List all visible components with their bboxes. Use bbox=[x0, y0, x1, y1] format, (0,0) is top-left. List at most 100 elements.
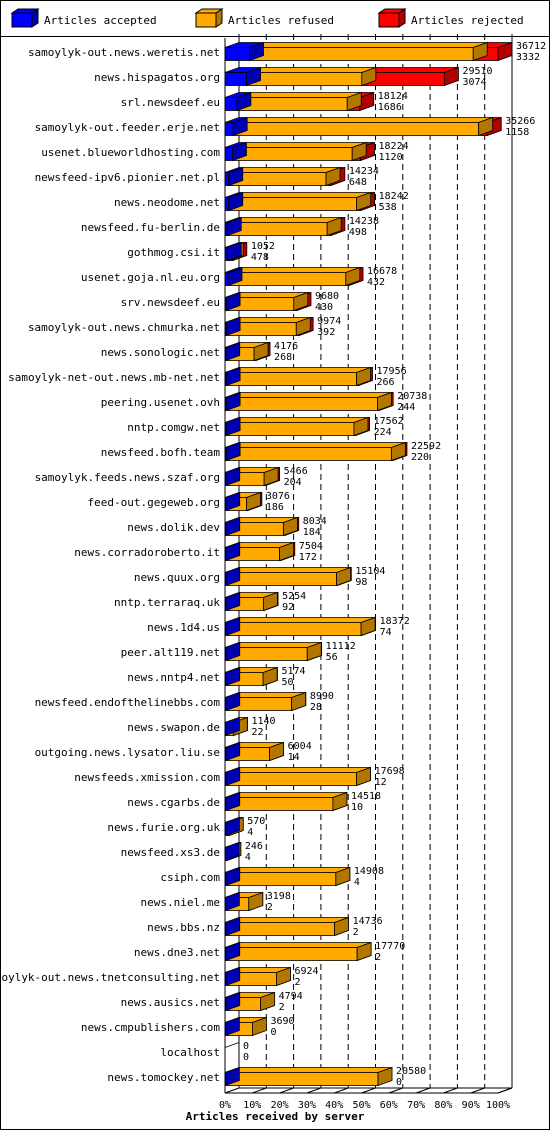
bar-refused-front bbox=[225, 572, 337, 586]
bar-accepted-side bbox=[225, 866, 241, 887]
x-tick bbox=[306, 1087, 322, 1094]
total-label: 14736 bbox=[353, 916, 383, 927]
total-label: 35266 bbox=[505, 116, 535, 127]
total-label: 5254 bbox=[282, 591, 306, 602]
bar-accepted-side bbox=[228, 166, 244, 187]
x-tick bbox=[470, 1087, 485, 1094]
bar-refused-side bbox=[293, 291, 309, 312]
bar-refused-side bbox=[263, 466, 279, 487]
x-tick bbox=[497, 1087, 513, 1094]
legend-swatch-front bbox=[195, 12, 217, 28]
bar-refused-top bbox=[227, 267, 360, 273]
category-label: news.nntp4.net bbox=[127, 671, 220, 684]
bar-refused-side bbox=[377, 1066, 393, 1087]
bar-refused-front bbox=[232, 122, 480, 136]
bar-accepted-side bbox=[226, 216, 242, 237]
category-label: news.niel.me bbox=[141, 896, 220, 909]
total-label: 18242 bbox=[379, 191, 409, 202]
rejected-count-label: 3332 bbox=[516, 52, 540, 63]
bar-refused-front bbox=[228, 172, 327, 186]
bar-accepted-side bbox=[225, 316, 241, 337]
rejected-count-label: 22 bbox=[251, 727, 263, 738]
category-label: news.furie.org.uk bbox=[107, 821, 220, 834]
total-label: 0 bbox=[243, 1041, 249, 1052]
x-tick-label: 10% bbox=[243, 1100, 261, 1111]
legend-label: Articles rejected bbox=[411, 14, 524, 27]
rejected-count-label: 430 bbox=[315, 302, 333, 313]
rejected-count-label: 50 bbox=[281, 677, 293, 688]
rejected-count-label: 56 bbox=[326, 652, 338, 663]
legend-swatch-side bbox=[215, 8, 223, 28]
bar-accepted-side bbox=[225, 391, 241, 412]
rejected-count-label: 2 bbox=[294, 977, 300, 988]
bar-accepted-front bbox=[224, 272, 229, 286]
x-tick-label: 0% bbox=[219, 1100, 231, 1111]
bar-accepted-side bbox=[225, 641, 241, 662]
total-label: 14908 bbox=[354, 866, 384, 877]
category-label: news.cgarbs.de bbox=[127, 796, 220, 809]
rejected-count-label: 186 bbox=[266, 502, 284, 513]
bar-accepted-side bbox=[225, 966, 241, 987]
bar-accepted-front bbox=[224, 172, 230, 186]
x-tick-label: 50% bbox=[352, 1100, 370, 1111]
x-tick bbox=[415, 1087, 431, 1094]
total-label: 15104 bbox=[355, 566, 385, 577]
bar-refused-top bbox=[225, 567, 351, 573]
bar-refused-front bbox=[246, 72, 363, 86]
bar-refused-top bbox=[225, 867, 350, 873]
bar-accepted-front bbox=[224, 122, 234, 136]
category-label: newsfeed.endofthelinebbs.com bbox=[35, 696, 221, 709]
bar-refused-front bbox=[225, 947, 358, 961]
category-label: news.1d4.us bbox=[147, 621, 220, 634]
bar-refused-side bbox=[262, 591, 278, 612]
bar-accepted-side bbox=[225, 991, 241, 1012]
bar-refused-side bbox=[248, 891, 264, 912]
bar-accepted-side bbox=[225, 616, 241, 637]
bar-accepted-side bbox=[249, 41, 264, 62]
total-label: 5174 bbox=[281, 666, 305, 677]
total-label: 570 bbox=[247, 816, 265, 827]
bar-accepted-side bbox=[225, 941, 241, 962]
bar-accepted-side bbox=[225, 566, 241, 587]
legend-swatch-side bbox=[398, 8, 406, 28]
total-label: 4794 bbox=[279, 991, 303, 1002]
bar-refused-front bbox=[228, 197, 358, 211]
category-label: news.bbs.nz bbox=[147, 921, 220, 934]
total-label: 20738 bbox=[397, 391, 427, 402]
bar-accepted-side bbox=[224, 1066, 240, 1087]
total-label: 17956 bbox=[377, 366, 407, 377]
bar-refused-side bbox=[346, 91, 362, 112]
legend-item: Articles rejected bbox=[377, 8, 524, 28]
bar-accepted-side bbox=[226, 241, 242, 262]
bar-refused-top bbox=[249, 42, 488, 48]
x-tick-label: 40% bbox=[325, 1100, 343, 1111]
rejected-count-label: 0 bbox=[243, 1052, 249, 1063]
bar-refused-top bbox=[227, 217, 342, 223]
category-label: newsfeed.fu-berlin.de bbox=[81, 221, 220, 234]
bar-refused-side bbox=[356, 941, 372, 962]
rejected-count-label: 0 bbox=[396, 1077, 402, 1088]
rejected-count-label: 74 bbox=[380, 627, 392, 638]
bar-refused-side bbox=[306, 641, 322, 662]
rejected-count-label: 266 bbox=[377, 377, 395, 388]
bar-accepted-side bbox=[246, 66, 261, 87]
rejected-count-label: 2 bbox=[267, 902, 273, 913]
x-tick-label: 80% bbox=[434, 1100, 452, 1111]
bar-refused-top bbox=[233, 117, 493, 123]
rejected-count-label: 432 bbox=[367, 277, 385, 288]
